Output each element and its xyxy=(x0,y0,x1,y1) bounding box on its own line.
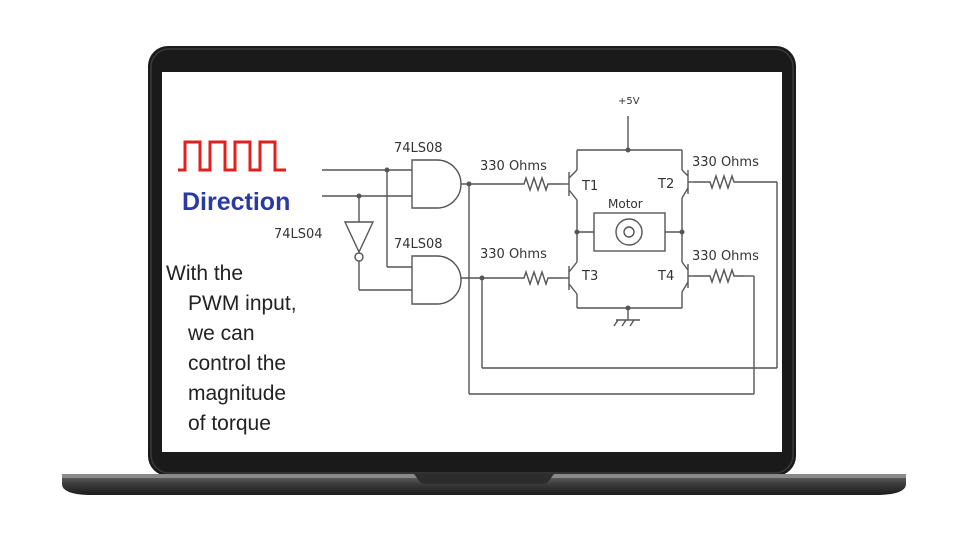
description-line: magnitude xyxy=(188,382,287,405)
resistor-t3 xyxy=(517,269,562,287)
description-line: we can xyxy=(188,322,255,345)
description-line: PWM input, xyxy=(188,292,297,315)
resistor-t4 xyxy=(694,267,744,285)
resistor-t2-label: 330 Ohms xyxy=(692,155,759,170)
transistor-t1 xyxy=(562,169,578,252)
inverter-gate xyxy=(343,221,375,254)
description-line: With the xyxy=(166,262,244,285)
supply-label: +5V xyxy=(618,96,640,107)
t1-label: T1 xyxy=(581,179,598,194)
gate-top-label: 74LS08 xyxy=(394,141,443,156)
gate-bottom-label: 74LS08 xyxy=(394,237,443,252)
description-line: of torque xyxy=(188,412,271,435)
motor xyxy=(593,212,666,252)
description-text: With the PWM input, we can control the m… xyxy=(166,259,356,439)
resistor-t4-label: 330 Ohms xyxy=(692,249,759,264)
t4-label: T4 xyxy=(657,269,674,284)
resistor-t1-label: 330 Ohms xyxy=(480,159,547,174)
inverter-label: 74LS04 xyxy=(274,227,323,242)
resistor-t3-label: 330 Ohms xyxy=(480,247,547,262)
and-gate-bottom xyxy=(411,255,462,305)
description-line: control the xyxy=(188,352,287,375)
t3-label: T3 xyxy=(581,269,598,284)
and-gate-top xyxy=(411,159,462,209)
transistor-t2 xyxy=(681,169,694,252)
direction-label: Direction xyxy=(182,188,291,216)
h-bridge-circuit-diagram: 74LS08 74LS08 74LS04 330 Ohms 330 Ohms 3… xyxy=(178,96,778,395)
motor-label: Motor xyxy=(608,197,643,211)
slide-screen: 74LS08 74LS08 74LS04 330 Ohms 330 Ohms 3… xyxy=(162,72,782,452)
t2-label: T2 xyxy=(657,177,674,192)
resistor-t1 xyxy=(517,175,562,193)
transistor-t4 xyxy=(681,252,694,308)
ground-symbol xyxy=(613,319,640,327)
transistor-t3 xyxy=(562,252,578,308)
resistor-t2 xyxy=(694,173,744,191)
square-wave-icon xyxy=(178,140,286,172)
